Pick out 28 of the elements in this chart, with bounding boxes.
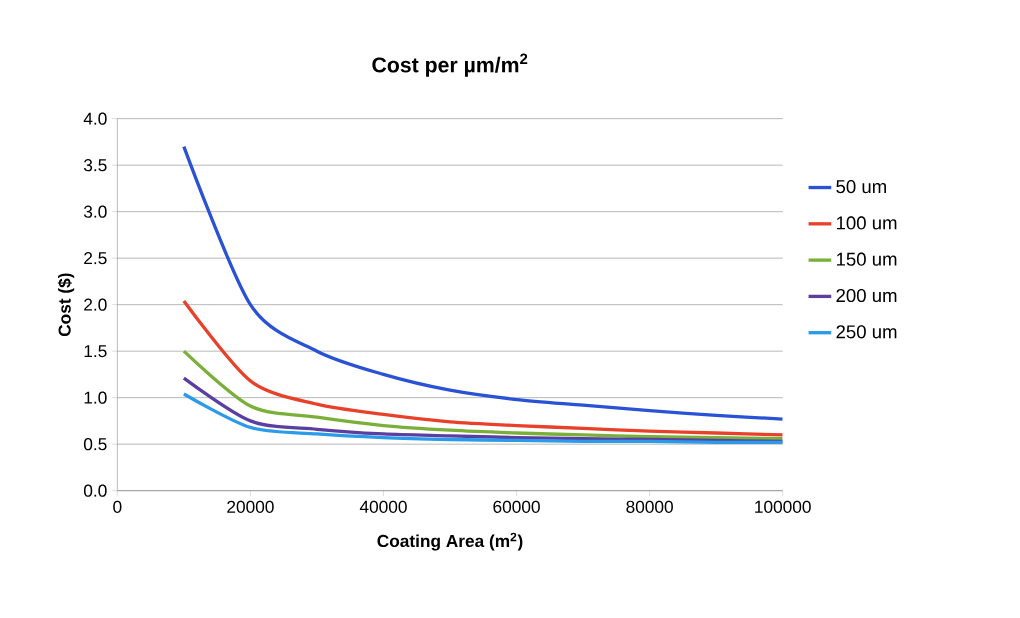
x-tick-label: 100000	[755, 500, 811, 513]
line-series	[182, 392, 783, 445]
y-tick-label: 1.0	[84, 391, 107, 404]
legend-label: 100 um	[836, 216, 897, 230]
y-axis-title: Cost ($)	[57, 273, 75, 337]
y-tick-label: 3.0	[83, 205, 107, 218]
y-tick-label: 3.5	[83, 159, 107, 172]
legend-label: 50 um	[836, 180, 886, 194]
line-series	[182, 349, 783, 441]
legend-label: 200 um	[836, 288, 897, 303]
y-tick-label: 2.5	[84, 252, 107, 265]
line-series	[182, 299, 783, 437]
x-tick-label: 40000	[359, 500, 407, 513]
y-tick-label: 0.0	[83, 484, 107, 497]
legend-label: 250 um	[836, 325, 897, 339]
x-tick-label: 0	[113, 500, 122, 513]
x-tick-label: 20000	[227, 500, 274, 513]
line-series	[182, 376, 783, 444]
y-tick-label: 0.5	[83, 438, 107, 451]
chart-title: Cost per µm/m$^{2}$	[372, 53, 528, 77]
y-tick-label: 1.5	[84, 345, 107, 358]
x-axis-title: Coating Area (m$^{2}$)	[377, 532, 523, 551]
x-tick-label: 80000	[626, 500, 673, 513]
legend-label: 150 um	[836, 252, 897, 266]
y-tick-label: 2.0	[84, 298, 107, 311]
line-series	[182, 144, 783, 421]
x-tick-label: 60000	[493, 500, 540, 513]
y-tick-label: 4.0	[83, 112, 107, 125]
